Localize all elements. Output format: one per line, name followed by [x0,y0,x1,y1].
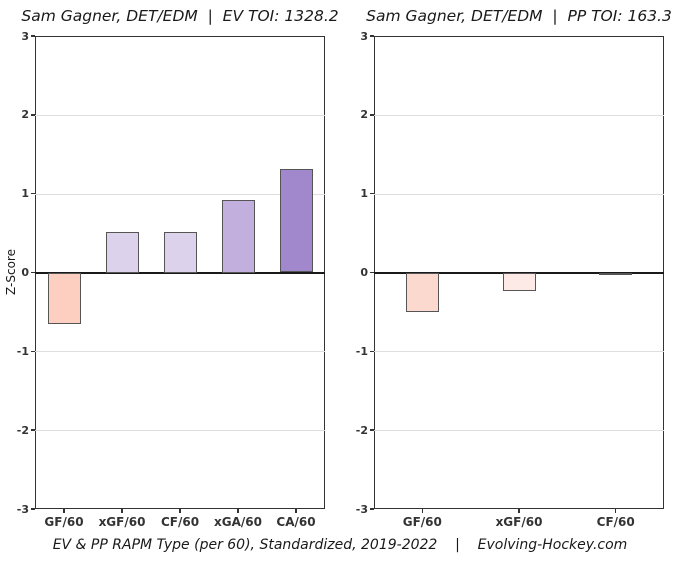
x-tick-mark [179,509,181,513]
x-tick-label: CA/60 [276,515,316,529]
x-tick-label: CF/60 [596,515,635,529]
y-tick-label: 2 [21,108,29,122]
y-tick-label: 0 [21,266,29,279]
x-tick-mark [237,509,239,513]
y-tick-label: -1 [16,344,29,358]
rapm-bar-xgf-60 [502,272,536,291]
x-tick-label: GF/60 [44,515,84,529]
y-tick-mark [31,350,35,353]
rapm-bar-xgf-60 [105,231,139,273]
x-tick-mark [295,509,297,513]
x-tick-label: xGF/60 [495,515,543,529]
gridline [35,351,325,353]
gridline [35,114,325,116]
y-tick-mark [31,35,35,37]
y-tick-mark [31,508,35,510]
y-tick-label: -3 [355,502,368,516]
zero-baseline [35,271,325,274]
gridline [35,193,325,195]
y-tick-mark [31,271,35,274]
x-tick-mark [63,509,65,513]
x-tick-label: xGA/60 [214,515,262,529]
x-tick-label: xGF/60 [98,515,146,529]
rapm-bar-gf-60 [405,272,439,312]
y-tick-mark [31,429,35,431]
x-tick-mark [421,509,424,513]
y-tick-mark [370,429,374,431]
y-tick-label: 0 [360,266,368,279]
rapm-bar-xga-60 [221,200,255,273]
y-tick-mark [370,192,374,195]
x-tick-mark [121,509,123,513]
gridline [374,114,664,116]
figure-caption: EV & PP RAPM Type (per 60), Standardized… [52,537,628,553]
y-tick-mark [370,271,374,274]
y-tick-mark [31,192,35,195]
rapm-bar-cf-60 [163,231,197,273]
y-tick-mark [370,35,374,37]
rapm-bar-cf-60 [599,272,633,275]
y-tick-mark [31,114,35,116]
y-tick-label: -2 [355,423,368,437]
y-tick-mark [370,350,374,353]
ev-chart-title: Sam Gagner, DET/EDM | EV TOI: 1328.2 [21,7,339,25]
gridline [374,193,664,195]
gridline [35,430,325,432]
y-tick-label: 2 [360,108,368,122]
rapm-bar-gf-60 [47,272,81,324]
gridline [374,430,664,432]
x-tick-mark [518,509,520,513]
rapm-bar-ca-60 [279,169,313,273]
y-tick-label: -3 [16,502,29,516]
gridline [374,351,664,353]
y-tick-label: 3 [360,29,368,43]
y-tick-label: 3 [21,29,29,43]
y-tick-label: 1 [21,187,29,201]
pp-chart-title: Sam Gagner, DET/EDM | PP TOI: 163.3 [366,7,672,25]
y-tick-label: -1 [355,344,368,358]
y-tick-mark [370,508,374,510]
y-tick-label: -2 [16,423,29,437]
y-tick-mark [370,114,374,116]
x-tick-label: GF/60 [402,515,442,529]
x-tick-label: CF/60 [160,515,200,529]
x-tick-mark [614,509,617,513]
y-tick-label: 1 [360,187,368,201]
